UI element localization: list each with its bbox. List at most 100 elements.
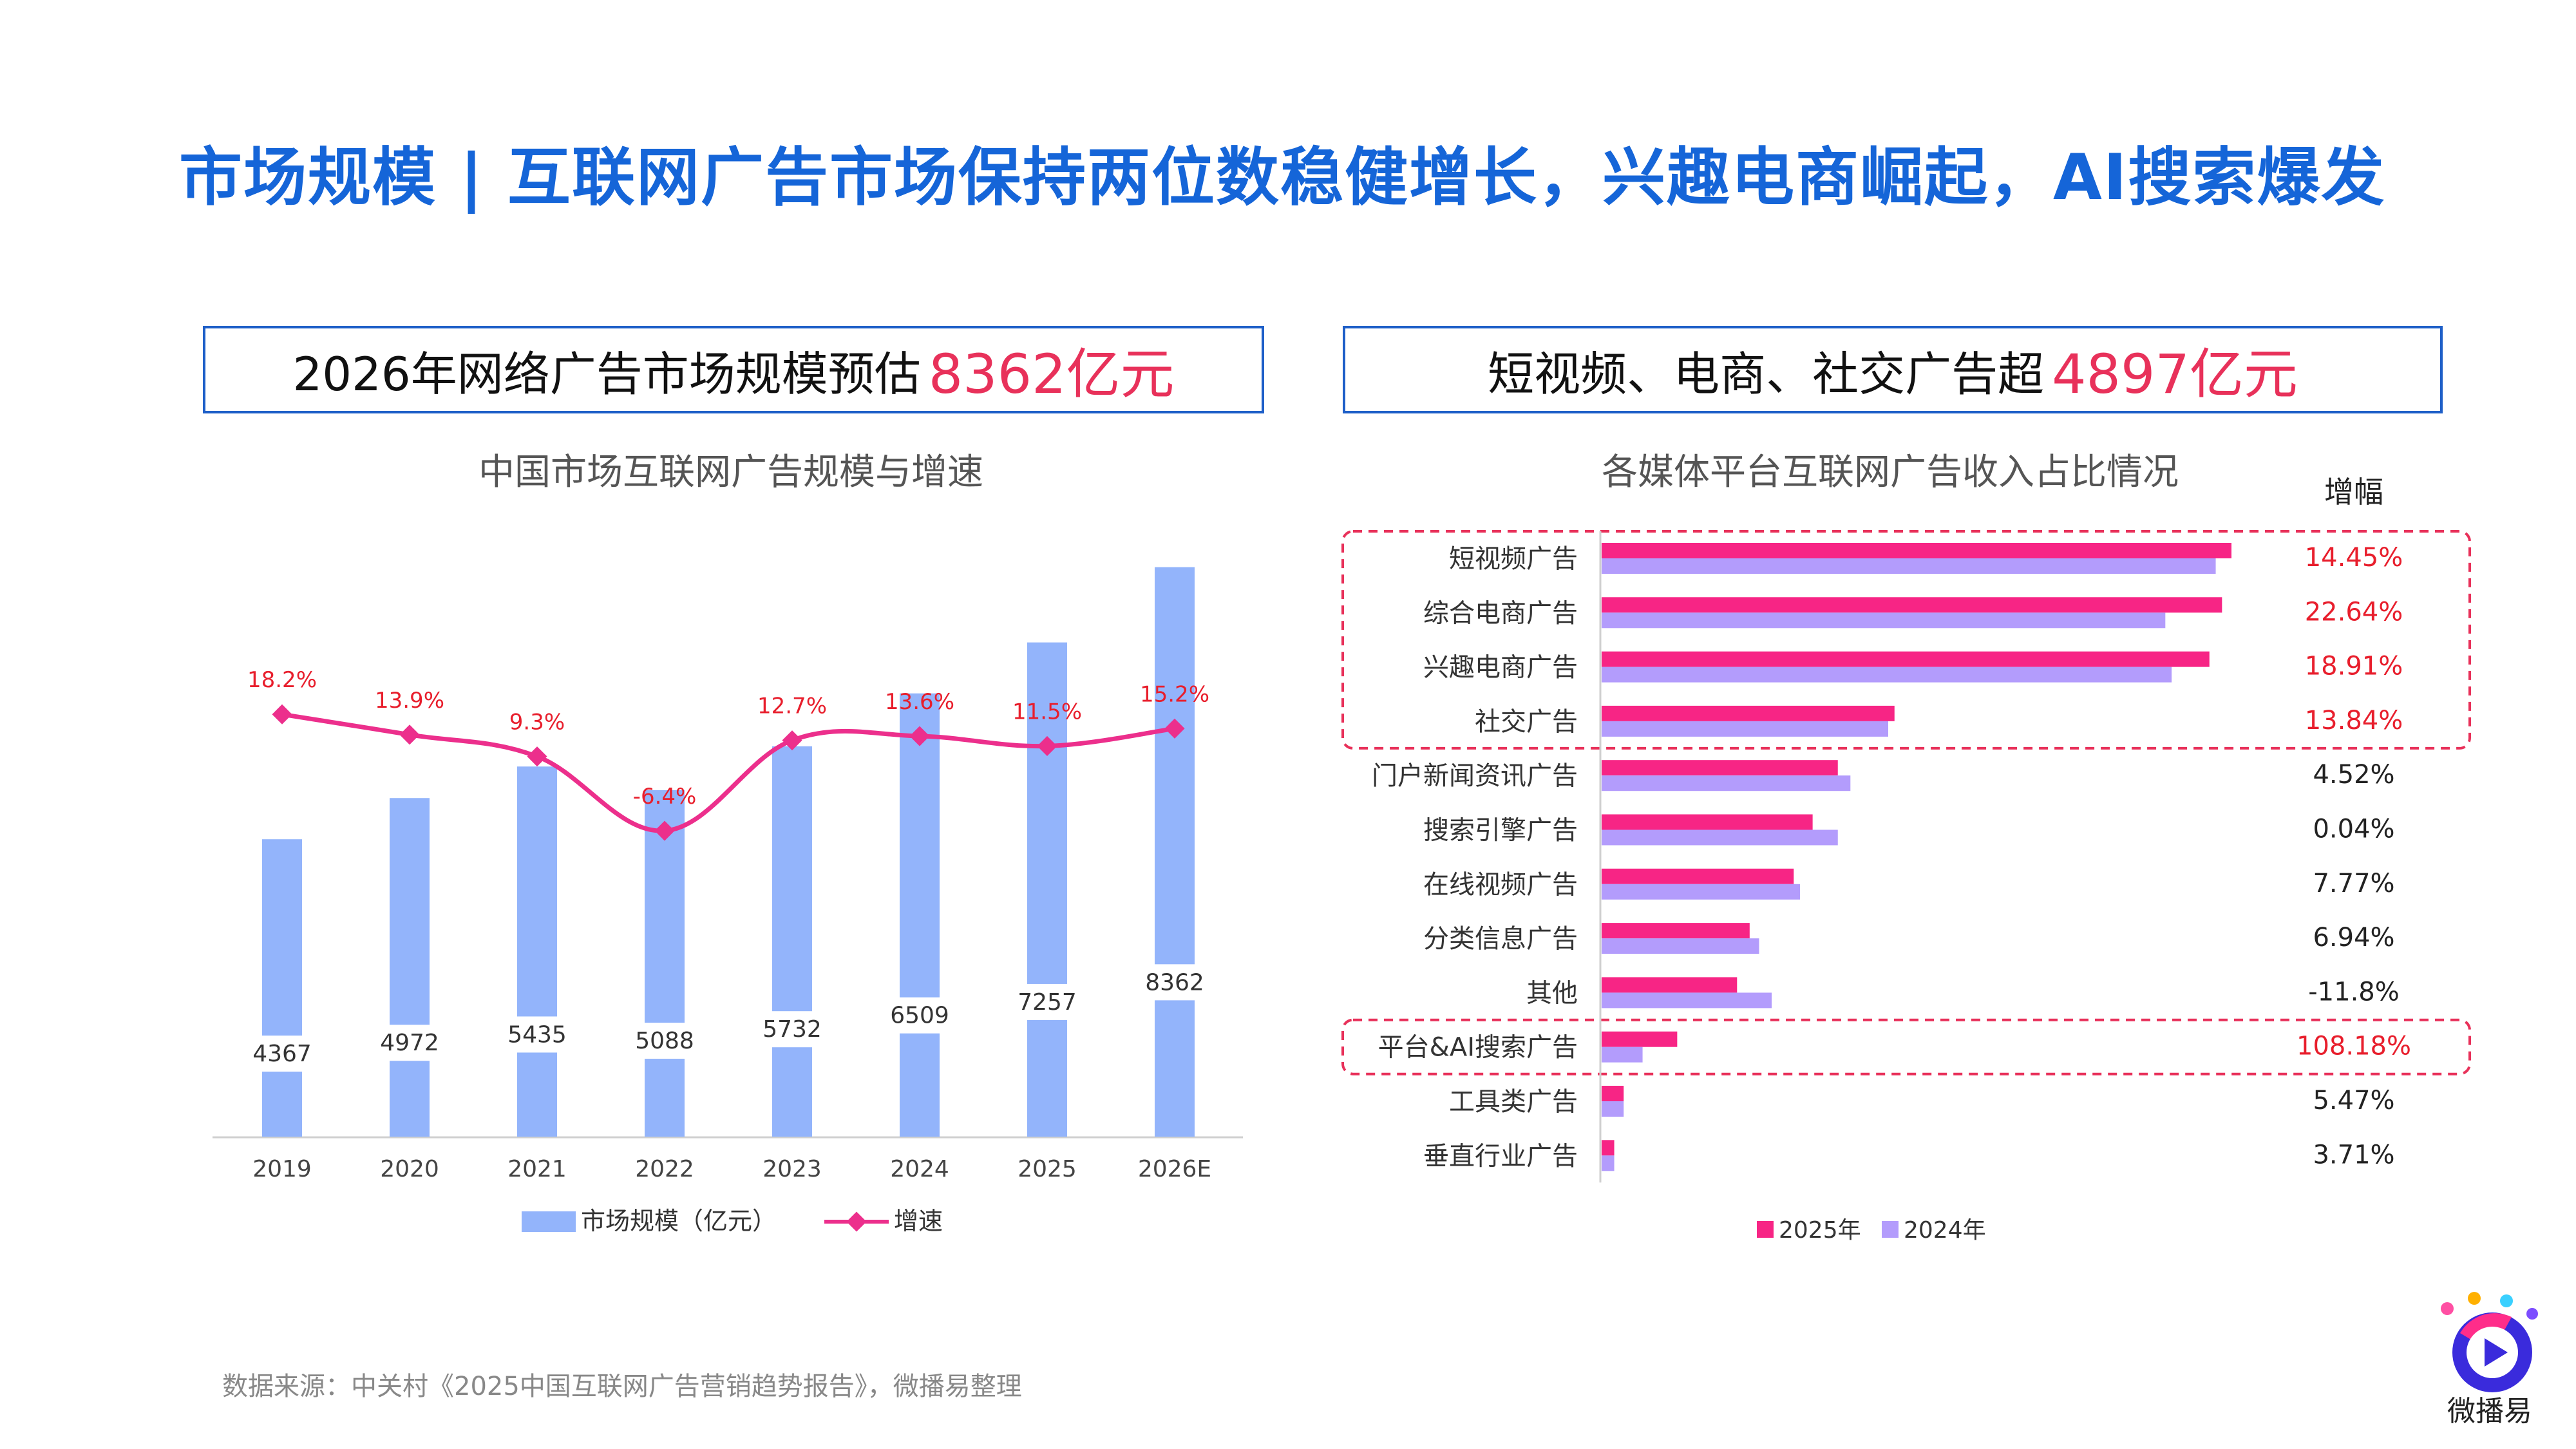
bar-2024 (1602, 884, 1801, 900)
bar-2024 (1602, 1155, 1615, 1171)
bar-label-bg (755, 1011, 829, 1048)
bar-value-label: 5088 (635, 1028, 694, 1054)
growth-value: 108.18% (2297, 1032, 2411, 1061)
bar-value-label: 5732 (762, 1016, 822, 1043)
growth-label: -6.4% (633, 784, 697, 810)
bar-2024 (1602, 612, 2166, 629)
bar-2026E (1155, 567, 1195, 1137)
x-tick-label: 2025 (1018, 1156, 1077, 1182)
bar-value-label: 4367 (252, 1041, 312, 1067)
bar-label-bg (372, 1025, 447, 1061)
growth-label: 11.5% (1012, 699, 1082, 724)
growth-value: -11.8% (2308, 977, 2400, 1007)
category-label: 社交广告 (1475, 707, 1578, 737)
left-chart: 4367 2019 4972 2020 5435 2021 5088 2022 5732 2023… (213, 567, 1243, 1235)
category-label: 平台&AI搜索广告 (1378, 1033, 1578, 1063)
highlight-box (1341, 530, 2471, 750)
bar-2022 (645, 790, 685, 1137)
bar-label-bg (882, 997, 957, 1034)
growth-header: 增幅 (2324, 477, 2383, 509)
bar-2021 (517, 766, 557, 1137)
bar-2025 (1602, 1086, 1624, 1101)
growth-value: 6.94% (2313, 923, 2394, 952)
legend-2025-swatch (1757, 1221, 1774, 1238)
bar-2025 (1602, 977, 1738, 993)
growth-label: 18.2% (247, 667, 317, 693)
x-tick-label: 2022 (635, 1156, 694, 1182)
category-label: 短视频广告 (1449, 544, 1578, 574)
weiboyi-logo-icon (2441, 1292, 2538, 1392)
bar-2024 (1602, 1101, 1624, 1117)
growth-line (281, 712, 1175, 833)
bar-label-bg (245, 1036, 319, 1072)
x-tick-label: 2021 (507, 1156, 567, 1182)
bar-2024 (1602, 721, 1888, 737)
left-header-highlight: 8362亿元 (928, 342, 1175, 406)
x-tick-label: 2019 (252, 1156, 312, 1182)
bar-2023 (772, 746, 812, 1137)
bar-2024 (1602, 1046, 1643, 1063)
bar-2025 (1027, 642, 1067, 1137)
highlight-box (1341, 1018, 2471, 1075)
legend-bar-label: 市场规模（亿元） (581, 1207, 777, 1235)
bar-2024 (1602, 667, 2172, 683)
legend-line-label: 增速 (894, 1207, 943, 1235)
growth-label: 15.2% (1140, 681, 1209, 707)
bar-2025 (1602, 1031, 1678, 1047)
bar-2025 (1602, 705, 1895, 721)
x-tick-label: 2024 (890, 1156, 949, 1182)
x-tick-label: 2020 (380, 1156, 439, 1182)
category-label: 在线视频广告 (1423, 870, 1578, 900)
legend-bar-swatch (522, 1211, 576, 1232)
growth-value: 5.47% (2313, 1086, 2394, 1115)
bar-2025 (1602, 760, 1838, 776)
growth-value: 14.45% (2305, 543, 2403, 573)
category-label: 兴趣电商广告 (1423, 653, 1578, 683)
growth-value: 18.91% (2305, 652, 2403, 681)
bar-label-bg (1137, 964, 1212, 1001)
category-label: 其他 (1526, 978, 1578, 1008)
bar-label-bg (1010, 983, 1084, 1020)
bar-label-bg (627, 1023, 702, 1059)
bar-value-label: 7257 (1018, 989, 1077, 1016)
logo-text: 微播易 (2447, 1395, 2532, 1428)
category-label: 工具类广告 (1449, 1087, 1578, 1117)
growth-value: 4.52% (2313, 760, 2394, 790)
bar-2024 (1602, 775, 1851, 791)
left-header-box: 2026年网络广告市场规模预估 8362亿元 (203, 326, 1264, 413)
source-note: 数据来源：中关村《2025中国互联网广告营销趋势报告》，微播易整理 (222, 1372, 1022, 1401)
bar-2024 (1602, 938, 1759, 954)
bar-value-label: 5435 (507, 1021, 567, 1048)
bar-2025 (1602, 543, 2231, 558)
growth-marker (399, 724, 420, 745)
x-tick-label: 2023 (762, 1156, 822, 1182)
bar-2025 (1602, 651, 2210, 667)
bar-2025 (1602, 1140, 1615, 1156)
bar-2025 (1602, 868, 1794, 884)
growth-label: 13.6% (885, 689, 954, 715)
growth-label: 13.9% (375, 688, 444, 714)
bar-2024 (1602, 558, 2216, 574)
bar-2025 (1602, 597, 2222, 613)
legend-2025-label: 2025年 (1779, 1217, 1861, 1244)
right-header-text: 短视频、电商、社交广告超 (1488, 346, 2045, 401)
growth-marker (527, 746, 547, 767)
page-title: 市场规模 | 互联网广告市场保持两位数稳健增长，兴趣电商崛起，AI搜索爆发 (179, 141, 2386, 214)
right-header-highlight: 4897亿元 (2052, 342, 2298, 406)
bar-label-bg (500, 1016, 574, 1053)
legend-2024-swatch (1882, 1221, 1899, 1238)
growth-value: 13.84% (2305, 706, 2403, 735)
category-label: 搜索引擎广告 (1423, 816, 1578, 846)
bar-value-label: 8362 (1145, 969, 1204, 996)
category-label: 综合电商广告 (1423, 598, 1578, 628)
growth-value: 7.77% (2313, 869, 2394, 898)
left-header-text: 2026年网络广告市场规模预估 (292, 346, 921, 401)
legend-2024-label: 2024年 (1904, 1217, 1986, 1244)
category-label: 门户新闻资讯广告 (1372, 761, 1578, 791)
legend-line-marker (846, 1211, 867, 1232)
bar-value-label: 6509 (890, 1003, 949, 1029)
bar-2025 (1602, 923, 1750, 939)
growth-value: 0.04% (2313, 815, 2394, 844)
category-label: 分类信息广告 (1423, 924, 1578, 954)
